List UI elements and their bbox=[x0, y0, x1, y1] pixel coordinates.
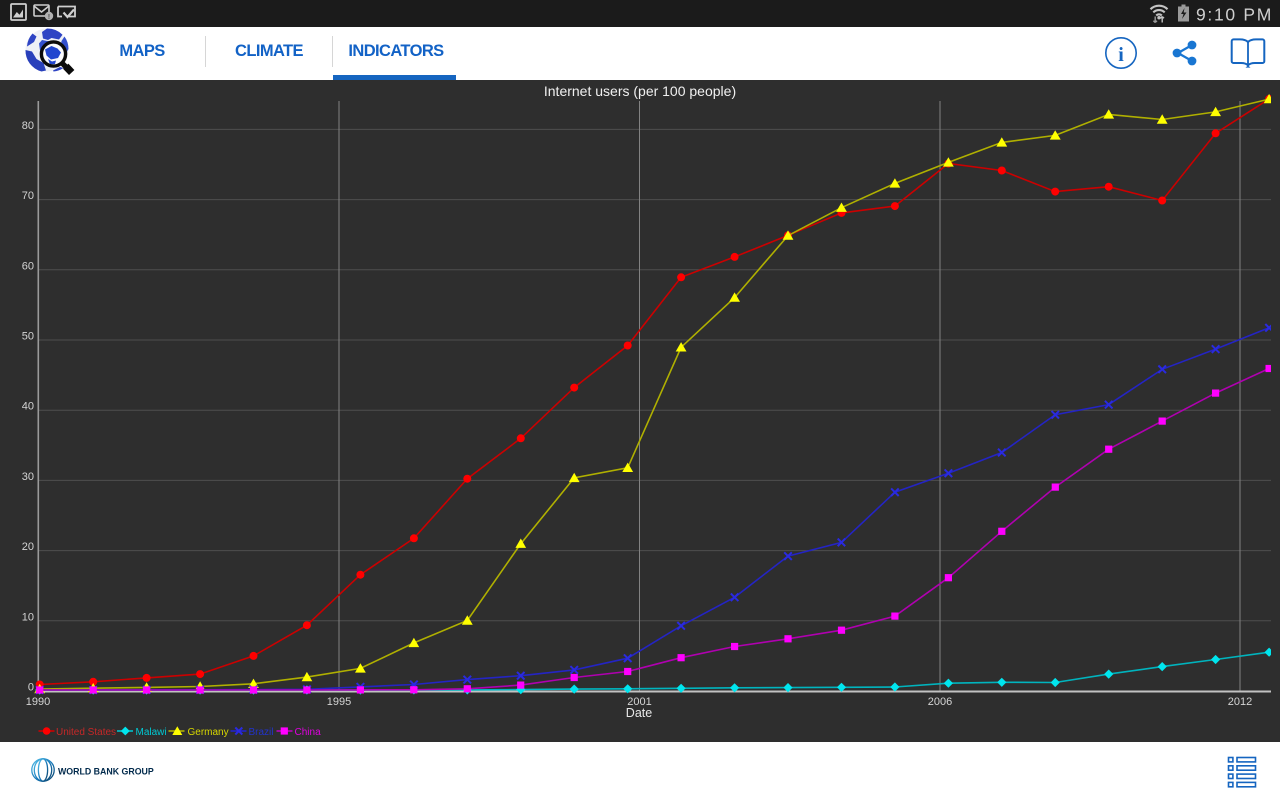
svg-text:United States: United States bbox=[56, 727, 116, 738]
svg-text:70: 70 bbox=[22, 190, 34, 202]
svg-text:40: 40 bbox=[22, 401, 34, 413]
svg-text:30: 30 bbox=[22, 471, 34, 483]
svg-text:i: i bbox=[1118, 44, 1124, 66]
svg-text:Malawi: Malawi bbox=[136, 727, 167, 738]
svg-text:2012: 2012 bbox=[1228, 696, 1252, 708]
svg-text:Date: Date bbox=[626, 706, 652, 720]
svg-text:20: 20 bbox=[22, 541, 34, 553]
svg-text:50: 50 bbox=[22, 331, 34, 343]
svg-text:80: 80 bbox=[22, 120, 34, 132]
svg-text:2001: 2001 bbox=[627, 696, 651, 708]
svg-text:China: China bbox=[295, 727, 322, 738]
svg-text:WORLD BANK GROUP: WORLD BANK GROUP bbox=[58, 766, 154, 776]
svg-text:Germany: Germany bbox=[188, 727, 229, 738]
svg-text:Brazil: Brazil bbox=[249, 727, 274, 738]
svg-text:1990: 1990 bbox=[26, 696, 50, 708]
svg-text:Internet users (per 100 people: Internet users (per 100 people) bbox=[544, 83, 736, 99]
svg-text:0: 0 bbox=[28, 682, 34, 694]
svg-text:9:10 PM: 9:10 PM bbox=[1196, 5, 1273, 25]
svg-text:60: 60 bbox=[22, 260, 34, 272]
svg-text:1995: 1995 bbox=[327, 696, 351, 708]
svg-text:!: ! bbox=[48, 14, 50, 21]
svg-text:2006: 2006 bbox=[928, 696, 952, 708]
svg-text:10: 10 bbox=[22, 611, 34, 623]
